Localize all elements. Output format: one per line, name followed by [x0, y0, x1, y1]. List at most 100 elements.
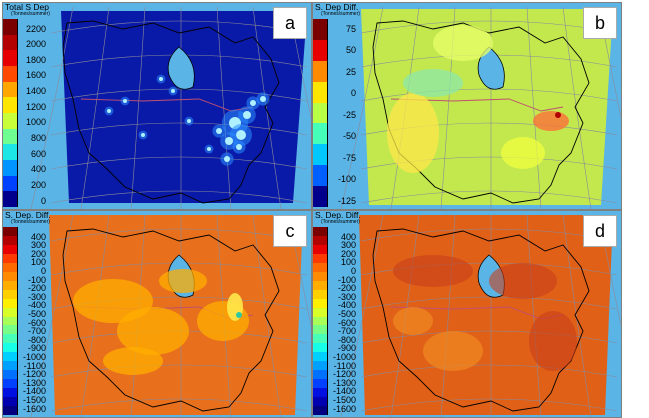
hudson-bay [167, 46, 195, 90]
difference-region [159, 269, 207, 293]
latitude-gridline [360, 398, 618, 412]
colorbar-segment [3, 144, 17, 161]
colorbar-b [313, 19, 328, 208]
map-b [313, 3, 621, 209]
colorbar-tick-label: 1400 [25, 86, 46, 97]
deposition-hotspot [123, 99, 127, 103]
colorbar-tick-label: -700 [27, 326, 46, 337]
colorbar-tick-label: -200 [27, 283, 46, 294]
colorbar-tick-label: -400 [27, 300, 46, 311]
hudson-bay [477, 46, 505, 90]
colorbar-tick-label: -500 [337, 308, 356, 319]
colorbar-segment [3, 280, 17, 291]
colorbar-tick-label: 800 [30, 132, 46, 143]
colorbar-tick-label: 200 [30, 179, 46, 190]
colorbar-tick-label: 300 [340, 240, 356, 251]
colorbar-segment [313, 81, 327, 104]
colorbar-tick-label: 75 [345, 23, 356, 34]
colorbar-segment [313, 165, 327, 187]
colorbar-tick-label: 0 [40, 195, 46, 206]
colorbar-segment [313, 379, 327, 389]
colorbar-segment [313, 361, 327, 371]
latitude-gridline [50, 364, 308, 378]
latitude-gridline [50, 398, 308, 412]
latitude-gridline [360, 190, 618, 204]
colorbar-segment [313, 316, 327, 326]
map-a [3, 3, 311, 209]
coastline [62, 20, 280, 204]
colorbar-tick-label: -900 [27, 343, 46, 354]
colorbar-tick-label: 1800 [25, 54, 46, 65]
difference-region [393, 307, 433, 335]
colorbar-segment [313, 144, 327, 166]
colorbar-segment [313, 227, 327, 237]
colorbar-segment [3, 334, 17, 344]
longitude-gridline [526, 214, 542, 417]
panel-title-c: S. Dep. Diff. [5, 210, 51, 220]
colorbar-tick-label: -200 [337, 283, 356, 294]
colorbar-segment [3, 227, 17, 237]
colorbar-tick-label: -900 [337, 343, 356, 354]
colorbar-segment [313, 102, 327, 124]
difference-region [529, 311, 577, 371]
colorbar-segment [3, 19, 17, 36]
coastline [62, 228, 280, 412]
colorbar-segment [313, 298, 327, 309]
difference-region [393, 255, 473, 287]
deposition-hotspot [141, 133, 145, 137]
colorbar-tick-label: -600 [337, 317, 356, 328]
colorbar-c [3, 227, 18, 416]
colorbar-segment [313, 325, 327, 335]
colorbar-segment [3, 128, 17, 145]
colorbar-tick-label: -100 [337, 274, 356, 285]
deposition-hotspot [260, 96, 266, 102]
colorbar-tick-label: -1300 [22, 377, 46, 388]
latitude-gridline [50, 122, 308, 136]
panel-title-b: S. Dep Diff. [315, 2, 359, 12]
colorbar-tick-label: -1000 [332, 351, 356, 362]
panel-unit-a: (Tonnes/summer) [11, 11, 50, 17]
difference-region [433, 25, 493, 61]
colorbar-segment [3, 406, 17, 416]
difference-region [423, 331, 483, 371]
latitude-gridline [50, 190, 308, 204]
colorbar-tick-label: 0 [350, 88, 356, 98]
colorbar-segment [313, 60, 327, 83]
longitude-gridline [30, 214, 74, 417]
colorbar-tick-label: -1400 [332, 386, 356, 397]
colorbar-tick-label: -1200 [332, 369, 356, 380]
colorbar-tick-label: 400 [30, 164, 46, 175]
colorbar-segment [313, 352, 327, 362]
colorbar-tick-label: -700 [337, 326, 356, 337]
colorbar-segment [313, 289, 327, 300]
longitude-gridline [340, 214, 384, 417]
panel-title-a: Total S Dep [5, 2, 49, 12]
colorbar-tick-label: -100 [337, 174, 356, 184]
colorbar-tick-label: -1600 [332, 403, 356, 414]
panel-label-a: a [273, 7, 307, 39]
deposition-hotspot [225, 137, 233, 145]
colorbar-segment [3, 113, 17, 130]
country-border [390, 98, 564, 112]
colorbar-tick-label: 1200 [25, 101, 46, 112]
colorbar-segment [313, 123, 327, 145]
colorbar-ticks-b: 75 50 25 0 -25 -50 -75 -100 -125 [328, 3, 356, 209]
colorbar-segment [3, 379, 17, 389]
colorbar-segment [313, 244, 327, 255]
colorbar-segment [313, 235, 327, 246]
colorbar-segment [3, 50, 17, 67]
colorbar-tick-label: 400 [30, 231, 46, 242]
latitude-gridline [50, 156, 308, 170]
colorbar-tick-label: 0 [40, 265, 46, 276]
colorbar-tick-label: -75 [342, 152, 356, 163]
colorbar-segment [313, 39, 327, 62]
deposition-hotspot [224, 156, 230, 162]
panel-d-s-dep-diff: 400 300 200 100 0 -100 -200 -300 -400 -500 -600 -70… [312, 210, 622, 418]
colorbar-segment [3, 397, 17, 407]
colorbar-tick-label: -400 [337, 300, 356, 311]
longitude-gridline [130, 6, 146, 209]
colorbar-tick-label: -1500 [332, 394, 356, 405]
colorbar-segment [313, 388, 327, 398]
colorbar-tick-label: -100 [27, 274, 46, 285]
colorbar-tick-label: -1500 [22, 394, 46, 405]
